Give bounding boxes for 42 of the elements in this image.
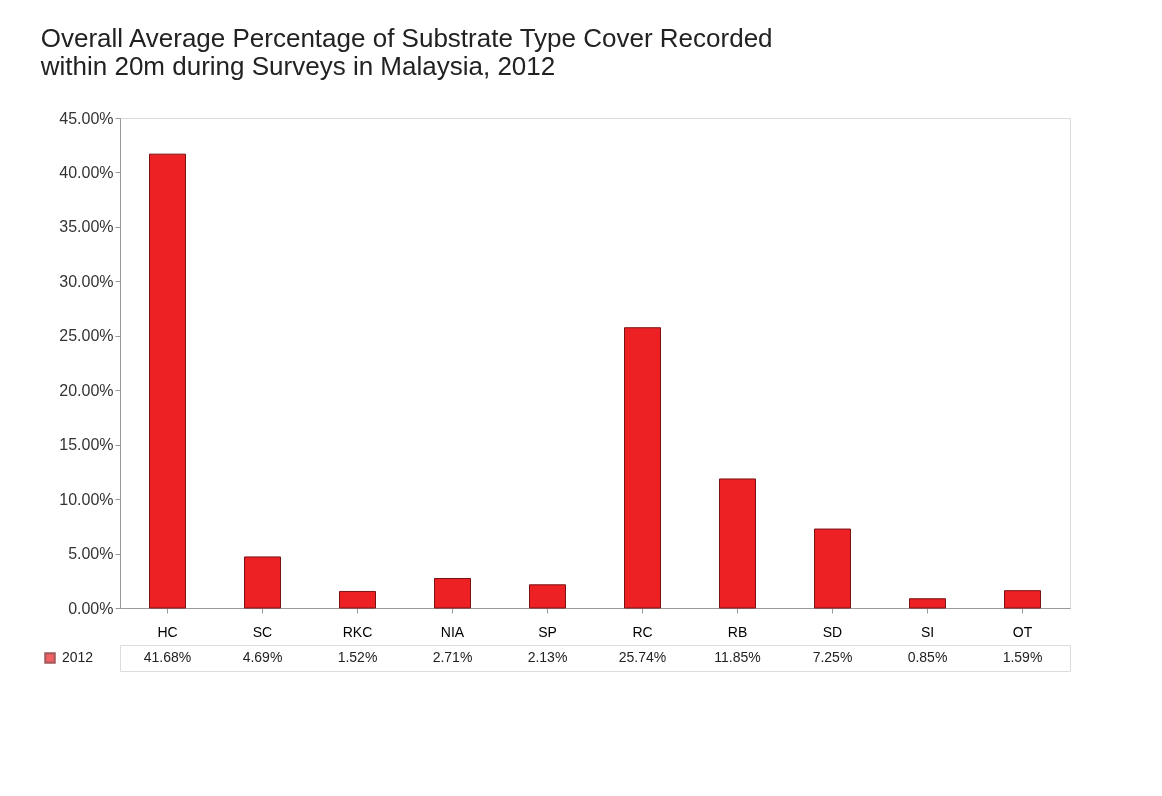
data-label: 0.85%: [907, 649, 948, 665]
bar: [624, 327, 661, 609]
data-label: 41.68%: [143, 649, 192, 665]
bar: [149, 153, 186, 609]
bar: [244, 556, 281, 609]
x-tick-label: RB: [727, 623, 748, 640]
bar: [909, 598, 946, 609]
y-tick-label: 0.00%: [68, 599, 114, 617]
y-tick-label: 5.00%: [68, 545, 114, 563]
data-label: 11.85%: [714, 649, 761, 665]
x-tick-label: SP: [538, 623, 557, 640]
y-tick-label: 40.00%: [59, 163, 114, 181]
y-tick-label: 20.00%: [59, 381, 114, 399]
text: Overall Average Percentage of Substrate Type Cover Recorded: [40, 22, 773, 53]
data-label: 7.25%: [812, 649, 853, 665]
bar: [529, 584, 566, 609]
bar: [339, 590, 376, 609]
x-tick-label: SD: [822, 623, 843, 640]
y-tick-label: 30.00%: [59, 272, 114, 290]
data-label: 25.74%: [618, 649, 667, 665]
x-tick-label: RC: [632, 623, 653, 640]
x-tick-label: HC: [157, 623, 178, 640]
x-tick-label: OT: [1012, 623, 1033, 640]
data-label: 4.69%: [242, 649, 283, 665]
data-label: 2.71%: [432, 649, 473, 665]
x-tick-label: RKC: [342, 623, 373, 640]
data-label: 1.52%: [337, 649, 378, 665]
x-tick-label: SC: [252, 623, 273, 640]
y-tick-label: 25.00%: [59, 327, 114, 345]
y-tick-label: 15.00%: [59, 436, 114, 454]
bar: [814, 528, 851, 609]
data-label: 2.13%: [527, 649, 568, 665]
bar: [719, 478, 756, 609]
legend-label: 2012: [62, 649, 94, 665]
bar: [1004, 590, 1041, 609]
bar: [434, 577, 471, 609]
x-tick-label: NIA: [440, 623, 465, 640]
y-tick-label: 10.00%: [59, 490, 114, 508]
y-tick-label: 35.00%: [59, 218, 114, 236]
data-label: 1.59%: [1002, 649, 1043, 665]
y-tick-label: 45.00%: [59, 109, 114, 127]
x-tick-label: SI: [920, 623, 935, 640]
